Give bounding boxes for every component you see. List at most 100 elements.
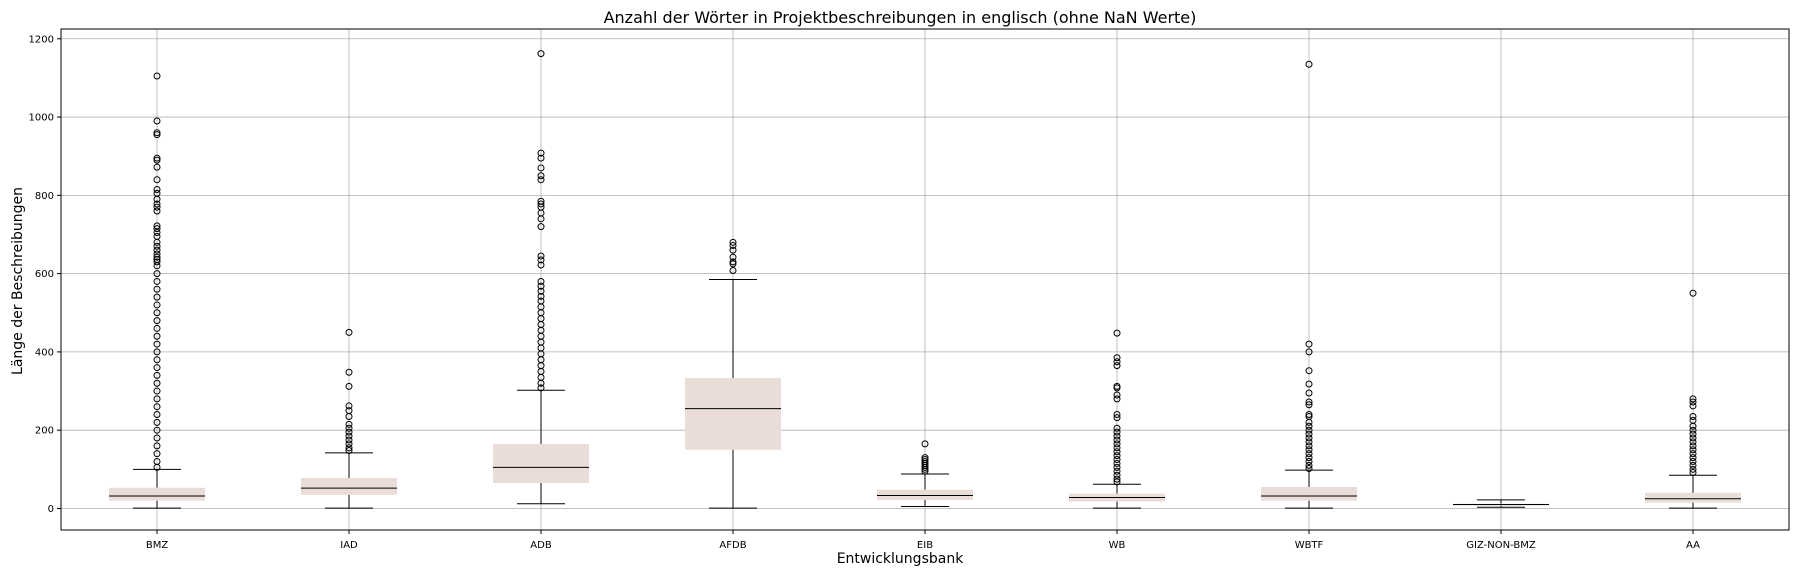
outlier-point	[1113, 428, 1121, 436]
outlier-point	[1689, 430, 1697, 438]
outlier-point	[1113, 432, 1121, 440]
outlier-point	[153, 222, 161, 230]
y-tick-label: 200	[35, 426, 54, 437]
outlier-point	[1305, 454, 1313, 462]
outlier-point	[729, 246, 737, 254]
outlier-point	[345, 402, 353, 410]
outlier-point	[153, 395, 161, 403]
outlier-point	[1113, 362, 1121, 370]
iqr-box	[301, 477, 397, 495]
outlier-point	[153, 200, 161, 208]
outlier-point	[537, 256, 545, 264]
outlier-point	[1689, 395, 1697, 403]
iqr-box	[1645, 492, 1741, 503]
outlier-point	[1113, 358, 1121, 366]
outlier-point	[153, 207, 161, 215]
outlier-point	[1689, 412, 1697, 420]
outlier-point	[1689, 426, 1697, 434]
box-afdb	[685, 238, 781, 509]
outlier-point	[921, 467, 929, 475]
outlier-point	[1689, 434, 1697, 442]
iqr-box	[109, 487, 205, 501]
x-tick-label: WB	[1109, 540, 1126, 551]
y-tick-label: 1200	[29, 34, 54, 45]
outlier-point	[153, 203, 161, 211]
outlier-point	[153, 225, 161, 233]
box-bmz	[109, 72, 205, 509]
outlier-point	[537, 277, 545, 285]
box-aa	[1645, 289, 1741, 509]
box-iad	[301, 328, 397, 509]
y-tick-label: 800	[35, 191, 54, 202]
outlier-point	[1305, 380, 1313, 388]
outlier-point	[1113, 395, 1121, 403]
outlier-point	[1113, 414, 1121, 422]
outlier-point	[345, 432, 353, 440]
outlier-point	[537, 379, 545, 387]
outlier-point	[1305, 398, 1313, 406]
outlier-point	[1113, 354, 1121, 362]
x-tick-label: GIZ-NON-BMZ	[1466, 540, 1536, 551]
outlier-point	[537, 149, 545, 157]
x-tick-label: EIB	[917, 540, 933, 551]
outlier-point	[1113, 436, 1121, 444]
outlier-point	[1305, 367, 1313, 375]
outlier-point	[1113, 424, 1121, 432]
outlier-point	[1689, 398, 1697, 406]
outlier-point	[153, 154, 161, 162]
outlier-point	[537, 292, 545, 300]
box-series	[109, 50, 1741, 509]
outlier-point	[537, 176, 545, 184]
outlier-point	[537, 384, 545, 392]
y-tick-label: 1000	[29, 113, 54, 124]
iqr-box	[493, 443, 589, 484]
outlier-point	[153, 250, 161, 258]
outlier-point	[1305, 60, 1313, 68]
outlier-point	[153, 246, 161, 254]
outlier-point	[1689, 438, 1697, 446]
outlier-point	[153, 387, 161, 395]
outlier-point	[153, 379, 161, 387]
outlier-point	[1689, 461, 1697, 469]
outlier-point	[1305, 430, 1313, 438]
outlier-point	[1305, 465, 1313, 473]
outlier-point	[537, 200, 545, 208]
outlier-point	[345, 447, 353, 455]
chart-title: Anzahl der Wörter in Projektbeschreibung…	[604, 8, 1197, 27]
outlier-point	[537, 215, 545, 223]
outlier-point	[153, 262, 161, 270]
outlier-point	[153, 348, 161, 356]
outlier-point	[153, 293, 161, 301]
outlier-point	[537, 282, 545, 290]
outlier-point	[1113, 444, 1121, 452]
outlier-point	[153, 258, 161, 266]
outlier-point	[153, 285, 161, 293]
outlier-point	[1305, 458, 1313, 466]
outlier-point	[153, 332, 161, 340]
plot-frame	[60, 28, 1790, 531]
outlier-point	[537, 252, 545, 260]
outlier-point	[153, 131, 161, 139]
y-tick-label: 0	[48, 504, 54, 515]
outlier-point	[1305, 438, 1313, 446]
outlier-point	[153, 463, 161, 471]
iqr-box	[1261, 486, 1357, 501]
y-tick-label: 400	[35, 347, 54, 358]
outlier-point	[153, 442, 161, 450]
outlier-point	[1305, 389, 1313, 397]
outlier-point	[921, 463, 929, 471]
outlier-point	[1305, 401, 1313, 409]
outlier-point	[1113, 452, 1121, 460]
outlier-point	[729, 258, 737, 266]
outlier-point	[153, 340, 161, 348]
outlier-point	[1305, 418, 1313, 426]
outlier-point	[1113, 459, 1121, 467]
outlier-point	[1113, 463, 1121, 471]
outlier-point	[153, 317, 161, 325]
outlier-point	[153, 434, 161, 442]
outlier-point	[537, 50, 545, 58]
outlier-point	[1689, 402, 1697, 410]
outlier-point	[345, 382, 353, 390]
outlier-point	[1689, 422, 1697, 430]
outlier-point	[153, 309, 161, 317]
